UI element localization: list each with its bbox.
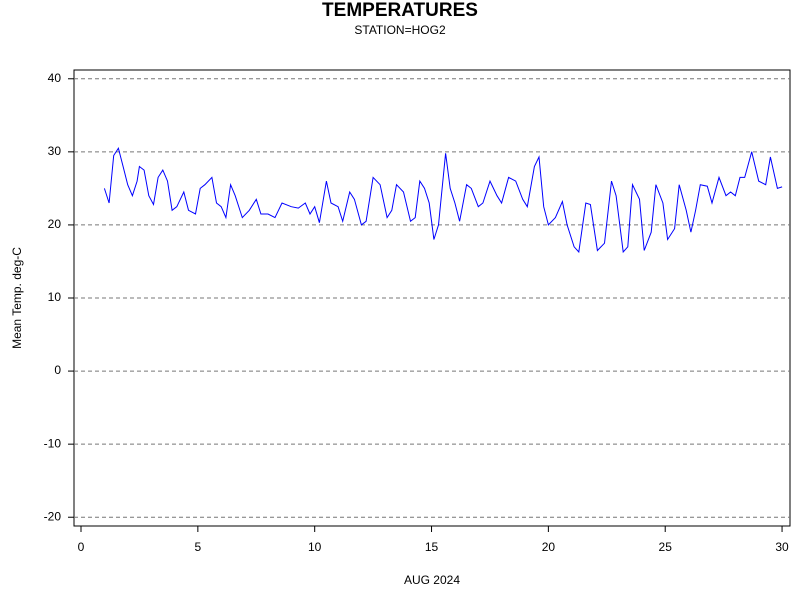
x-tick-label: 25 (659, 540, 673, 554)
y-tick-label: 20 (48, 217, 62, 231)
x-tick-label: 0 (78, 540, 85, 554)
y-tick-label: -10 (44, 436, 62, 450)
x-tick-label: 30 (775, 540, 789, 554)
y-tick-label: 0 (54, 363, 61, 377)
y-tick-label: 30 (48, 144, 62, 158)
y-tick-label: 40 (48, 71, 62, 85)
y-tick-label: 10 (48, 290, 62, 304)
y-axis-label: Mean Temp. deg-C (10, 247, 24, 349)
x-axis-label: AUG 2024 (404, 573, 460, 587)
x-tick-label: 15 (425, 540, 439, 554)
y-tick-label: -20 (44, 509, 62, 523)
x-tick-label: 20 (542, 540, 556, 554)
chart-title: TEMPERATURES (322, 0, 478, 21)
x-tick-label: 5 (195, 540, 202, 554)
x-tick-label: 10 (308, 540, 322, 554)
chart-subtitle: STATION=HOG2 (354, 23, 446, 37)
data-line (103, 146, 783, 254)
